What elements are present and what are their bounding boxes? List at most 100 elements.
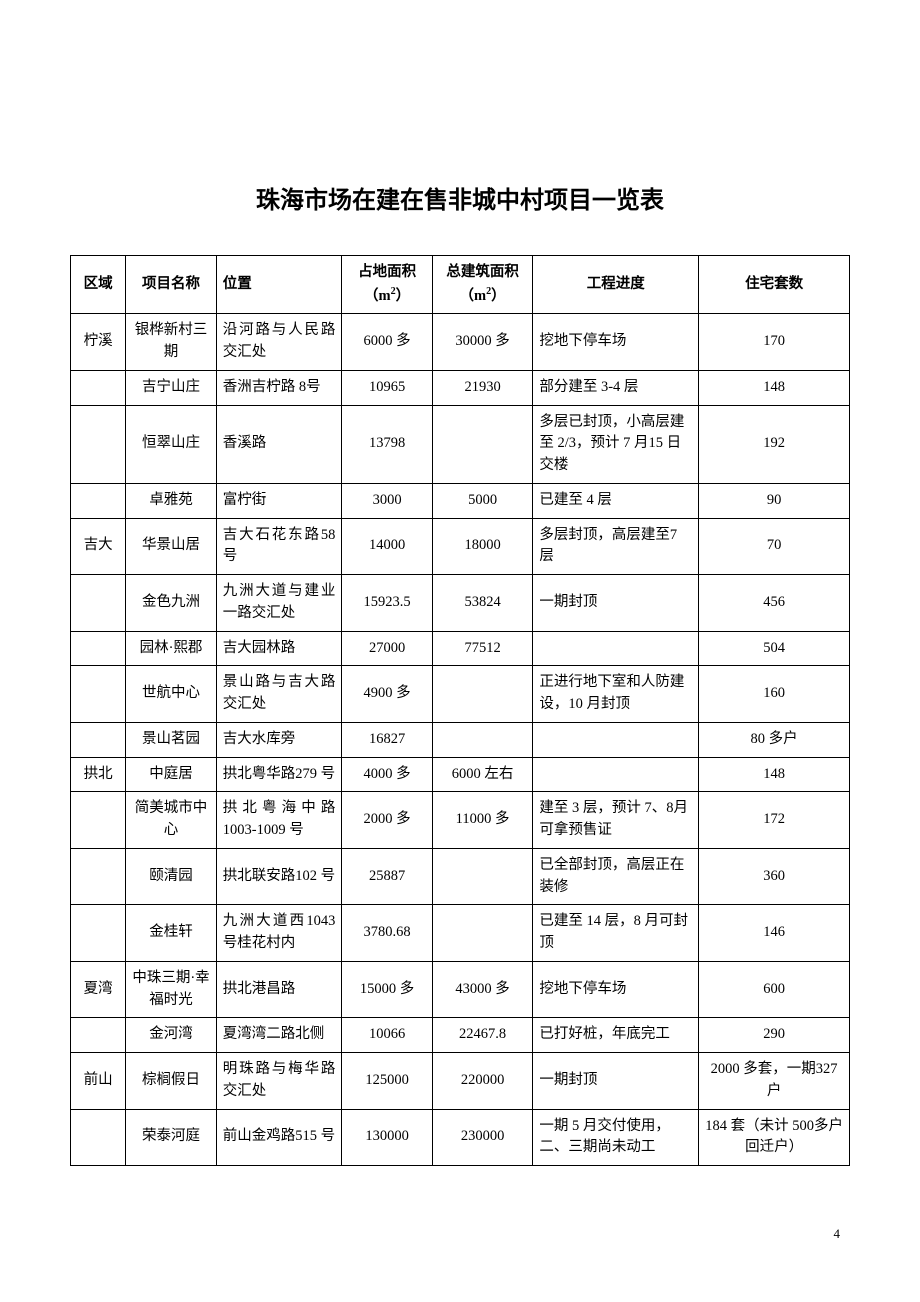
cell-location: 夏湾湾二路北侧	[216, 1018, 342, 1053]
table-row: 夏湾中珠三期·幸福时光拱北港昌路15000 多43000 多挖地下停车场600	[71, 961, 850, 1018]
cell-name: 景山茗园	[126, 722, 216, 757]
cell-build-area	[432, 666, 533, 723]
cell-progress	[533, 757, 699, 792]
col-header-region: 区域	[71, 256, 126, 314]
cell-build-area: 43000 多	[432, 961, 533, 1018]
cell-region	[71, 370, 126, 405]
table-row: 拱北中庭居拱北粤华路279 号4000 多6000 左右148	[71, 757, 850, 792]
page-title: 珠海市场在建在售非城中村项目一览表	[70, 180, 850, 215]
cell-units: 148	[699, 757, 850, 792]
cell-region	[71, 1109, 126, 1166]
cell-units: 456	[699, 575, 850, 632]
cell-region	[71, 1018, 126, 1053]
cell-land-area: 6000 多	[342, 314, 432, 371]
cell-progress: 已建至 4 层	[533, 483, 699, 518]
cell-progress: 挖地下停车场	[533, 314, 699, 371]
projects-table: 区域 项目名称 位置 占地面积（m2） 总建筑面积（m2） 工程进度 住宅套数 …	[70, 255, 850, 1166]
cell-name: 中珠三期·幸福时光	[126, 961, 216, 1018]
col-header-location: 位置	[216, 256, 342, 314]
cell-land-area: 130000	[342, 1109, 432, 1166]
cell-progress: 部分建至 3-4 层	[533, 370, 699, 405]
cell-name: 简美城市中心	[126, 792, 216, 849]
cell-location: 拱北粤华路279 号	[216, 757, 342, 792]
cell-build-area: 5000	[432, 483, 533, 518]
cell-units: 80 多户	[699, 722, 850, 757]
col-header-units: 住宅套数	[699, 256, 850, 314]
cell-build-area	[432, 848, 533, 905]
cell-land-area: 14000	[342, 518, 432, 575]
cell-units: 160	[699, 666, 850, 723]
cell-region	[71, 575, 126, 632]
cell-region	[71, 405, 126, 483]
table-body: 柠溪银桦新村三期沿河路与人民路交汇处6000 多30000 多挖地下停车场170…	[71, 314, 850, 1166]
cell-name: 世航中心	[126, 666, 216, 723]
cell-units: 170	[699, 314, 850, 371]
col-header-name: 项目名称	[126, 256, 216, 314]
cell-progress: 一期封顶	[533, 1053, 699, 1110]
cell-location: 明珠路与梅华路交汇处	[216, 1053, 342, 1110]
cell-location: 吉大石花东路58 号	[216, 518, 342, 575]
cell-build-area: 18000	[432, 518, 533, 575]
cell-units: 192	[699, 405, 850, 483]
cell-units: 290	[699, 1018, 850, 1053]
cell-location: 九洲大道与建业一路交汇处	[216, 575, 342, 632]
cell-region: 夏湾	[71, 961, 126, 1018]
cell-region	[71, 631, 126, 666]
cell-progress: 已打好桩，年底完工	[533, 1018, 699, 1053]
cell-land-area: 15923.5	[342, 575, 432, 632]
cell-units: 600	[699, 961, 850, 1018]
cell-build-area: 220000	[432, 1053, 533, 1110]
col-header-build-area: 总建筑面积（m2）	[432, 256, 533, 314]
table-row: 金河湾夏湾湾二路北侧1006622467.8已打好桩，年底完工290	[71, 1018, 850, 1053]
col-header-progress: 工程进度	[533, 256, 699, 314]
cell-build-area	[432, 722, 533, 757]
cell-name: 颐清园	[126, 848, 216, 905]
cell-units: 172	[699, 792, 850, 849]
table-row: 金桂轩九洲大道西1043 号桂花村内3780.68已建至 14 层，8 月可封顶…	[71, 905, 850, 962]
cell-progress	[533, 722, 699, 757]
cell-build-area: 21930	[432, 370, 533, 405]
cell-region: 吉大	[71, 518, 126, 575]
cell-build-area	[432, 405, 533, 483]
table-row: 世航中心景山路与吉大路交汇处4900 多正进行地下室和人防建设，10 月封顶16…	[71, 666, 850, 723]
cell-land-area: 16827	[342, 722, 432, 757]
cell-name: 园林·熙郡	[126, 631, 216, 666]
table-row: 吉大华景山居吉大石花东路58 号1400018000多层封顶，高层建至7 层70	[71, 518, 850, 575]
cell-land-area: 13798	[342, 405, 432, 483]
cell-name: 银桦新村三期	[126, 314, 216, 371]
cell-land-area: 125000	[342, 1053, 432, 1110]
table-row: 荣泰河庭前山金鸡路515 号130000230000一期 5 月交付使用，二、三…	[71, 1109, 850, 1166]
cell-build-area: 230000	[432, 1109, 533, 1166]
document-page: 珠海市场在建在售非城中村项目一览表 区域 项目名称 位置 占地面积（m2） 总建…	[0, 0, 920, 1302]
cell-name: 金色九洲	[126, 575, 216, 632]
cell-name: 华景山居	[126, 518, 216, 575]
cell-units: 146	[699, 905, 850, 962]
cell-region	[71, 792, 126, 849]
cell-land-area: 3780.68	[342, 905, 432, 962]
cell-progress: 已全部封顶，高层正在装修	[533, 848, 699, 905]
cell-region: 拱北	[71, 757, 126, 792]
cell-units: 2000 多套，一期327 户	[699, 1053, 850, 1110]
cell-location: 沿河路与人民路交汇处	[216, 314, 342, 371]
cell-name: 中庭居	[126, 757, 216, 792]
table-row: 吉宁山庄香洲吉柠路 8号1096521930部分建至 3-4 层148	[71, 370, 850, 405]
cell-name: 荣泰河庭	[126, 1109, 216, 1166]
cell-units: 70	[699, 518, 850, 575]
cell-land-area: 4900 多	[342, 666, 432, 723]
cell-name: 吉宁山庄	[126, 370, 216, 405]
cell-units: 360	[699, 848, 850, 905]
cell-location: 拱北联安路102 号	[216, 848, 342, 905]
cell-land-area: 25887	[342, 848, 432, 905]
table-header: 区域 项目名称 位置 占地面积（m2） 总建筑面积（m2） 工程进度 住宅套数	[71, 256, 850, 314]
cell-region	[71, 666, 126, 723]
cell-land-area: 15000 多	[342, 961, 432, 1018]
cell-location: 九洲大道西1043 号桂花村内	[216, 905, 342, 962]
cell-region: 柠溪	[71, 314, 126, 371]
cell-location: 拱北粤海中路1003-1009 号	[216, 792, 342, 849]
cell-land-area: 10066	[342, 1018, 432, 1053]
table-row: 园林·熙郡吉大园林路2700077512504	[71, 631, 850, 666]
table-row: 景山茗园吉大水库旁1682780 多户	[71, 722, 850, 757]
cell-name: 金桂轩	[126, 905, 216, 962]
table-row: 颐清园拱北联安路102 号25887 已全部封顶，高层正在装修360	[71, 848, 850, 905]
page-number: 4	[834, 1226, 841, 1242]
